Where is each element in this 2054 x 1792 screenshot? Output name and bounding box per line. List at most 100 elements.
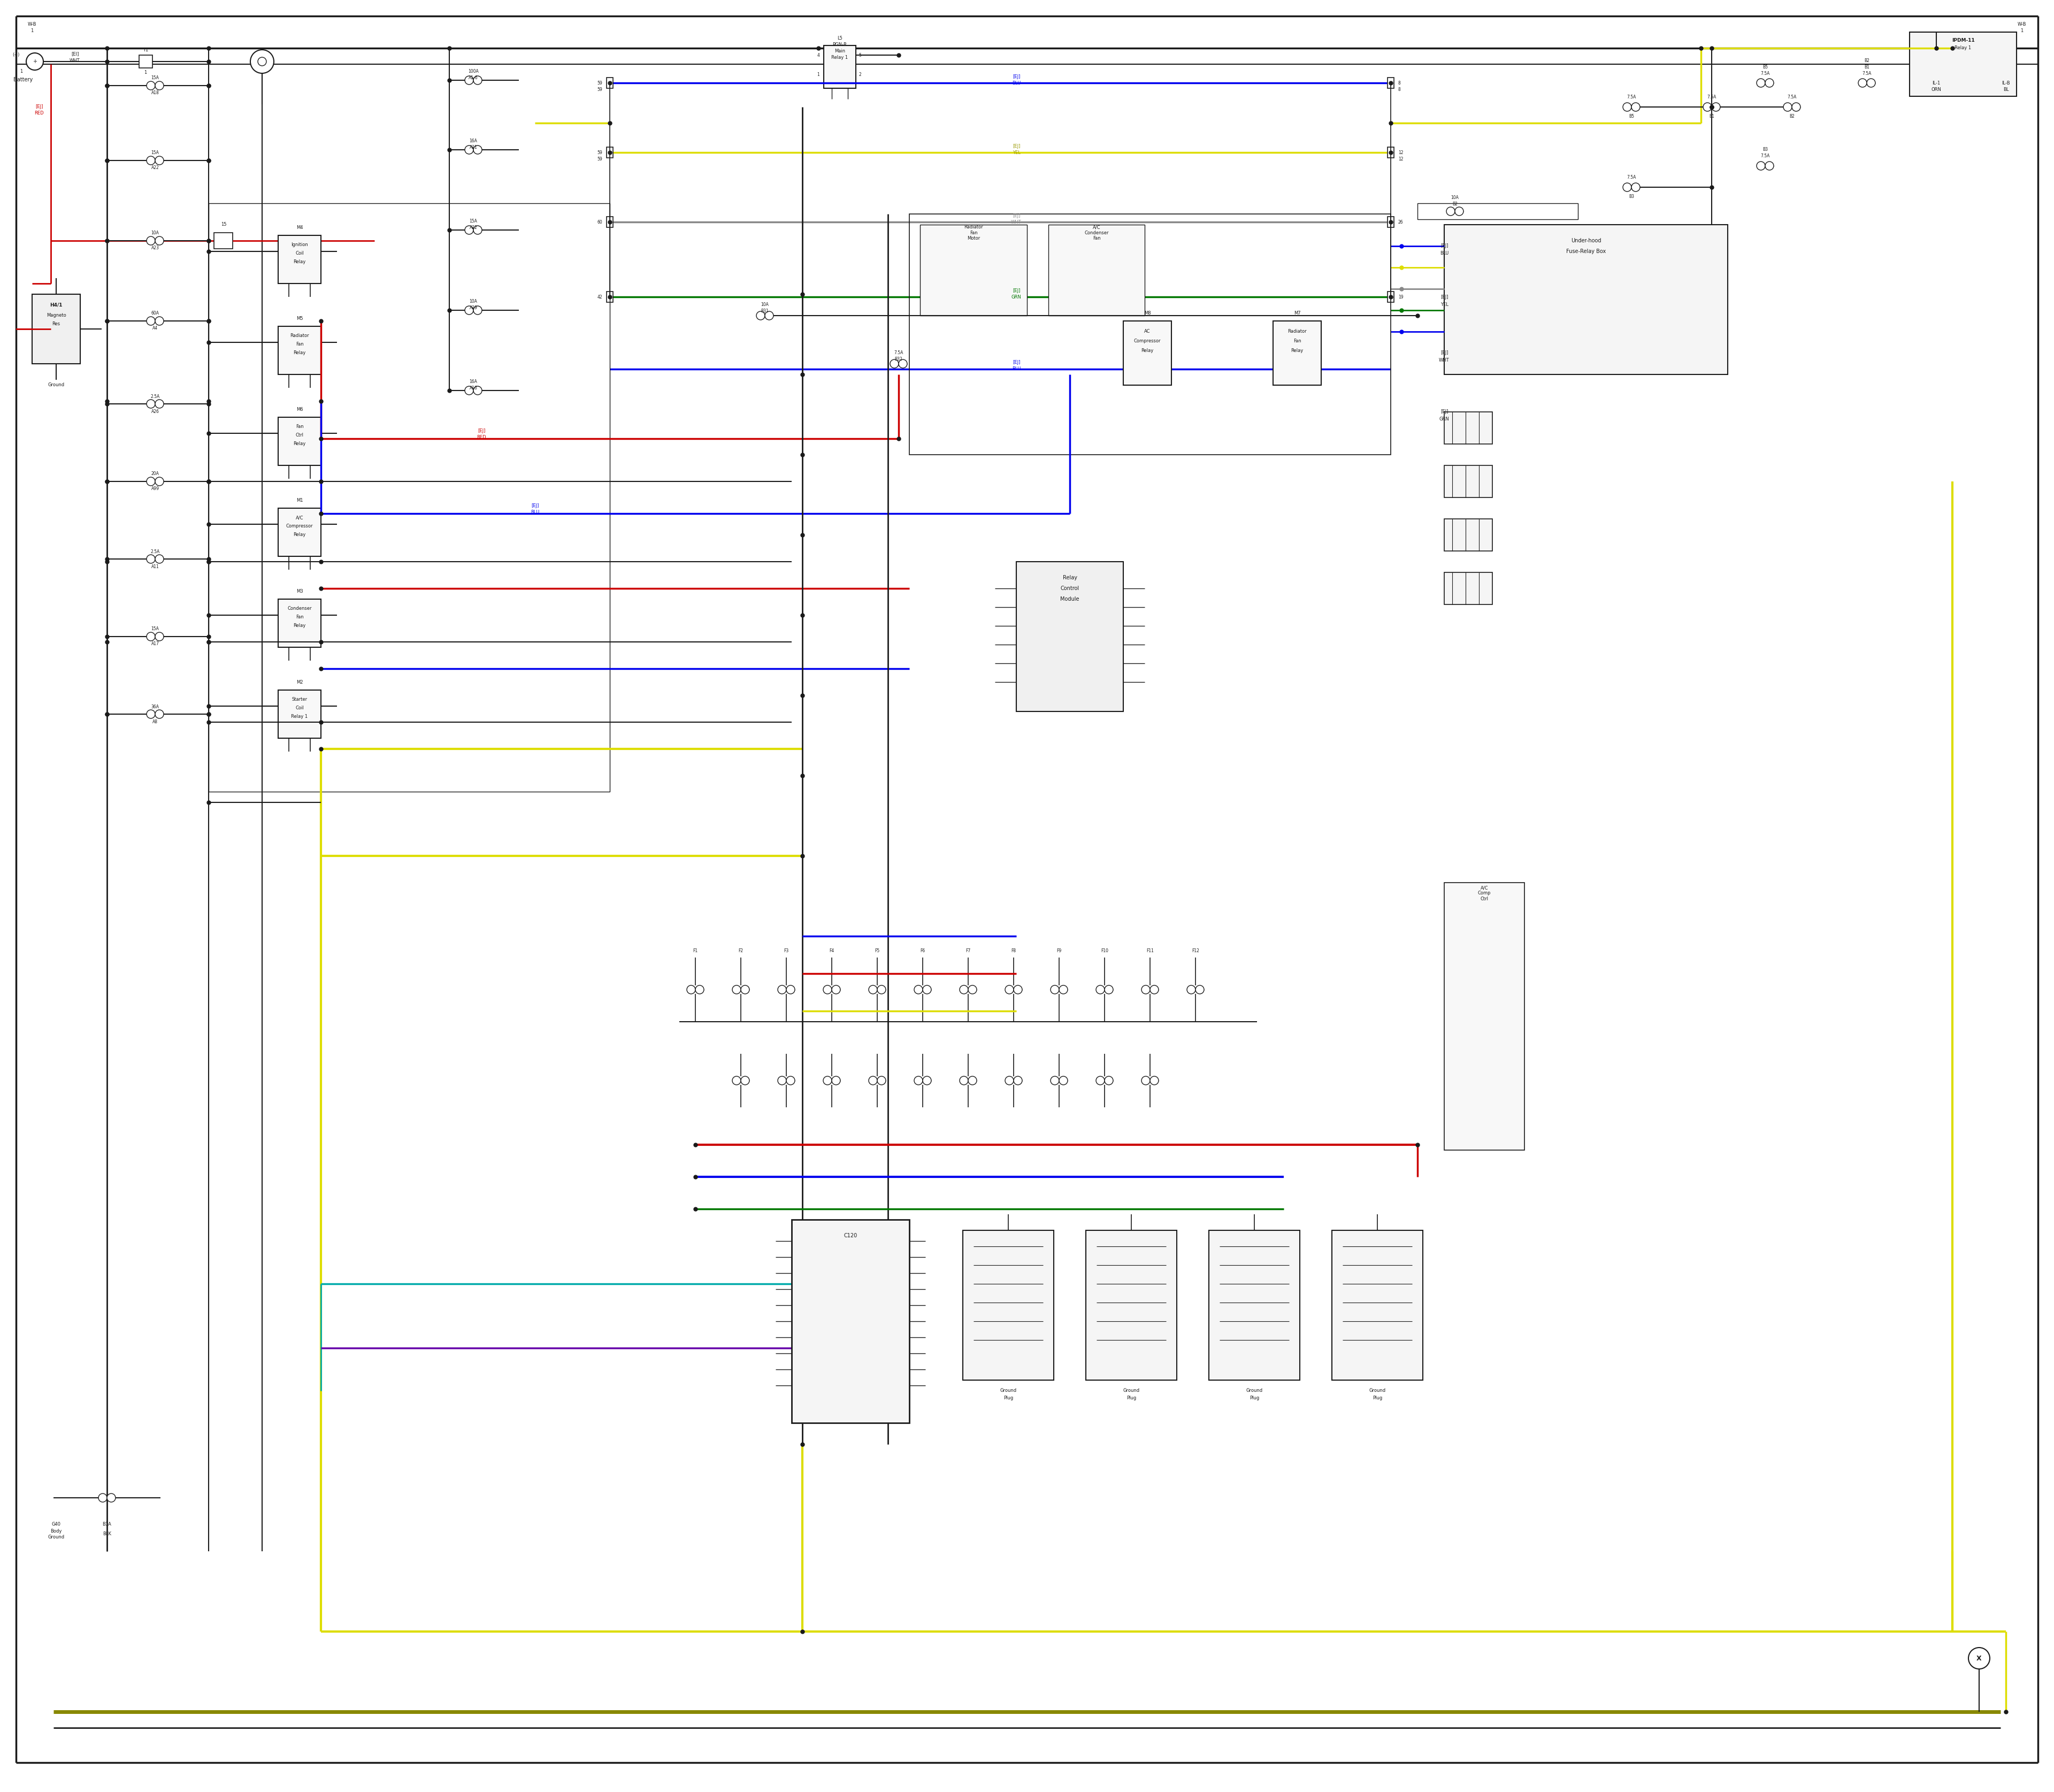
Text: IL-1: IL-1 — [1933, 81, 1941, 86]
Text: [EJ]: [EJ] — [1013, 73, 1021, 79]
Circle shape — [1764, 161, 1775, 170]
Text: IPDM-11: IPDM-11 — [1951, 38, 1974, 43]
Text: RED: RED — [477, 435, 487, 441]
Circle shape — [1060, 986, 1068, 995]
Circle shape — [99, 1493, 107, 1502]
Circle shape — [1446, 208, 1454, 215]
Circle shape — [146, 556, 156, 563]
Text: B3: B3 — [1762, 147, 1768, 152]
Circle shape — [1791, 102, 1801, 111]
Circle shape — [146, 317, 156, 324]
Circle shape — [1859, 79, 1867, 88]
Text: L5: L5 — [838, 36, 842, 41]
Circle shape — [156, 633, 164, 642]
Circle shape — [756, 312, 764, 321]
Circle shape — [1142, 1077, 1150, 1084]
Text: F10: F10 — [1101, 948, 1109, 953]
Text: Radiator: Radiator — [1288, 330, 1306, 333]
Text: [EJ]: [EJ] — [1440, 294, 1448, 299]
Text: (+): (+) — [12, 52, 21, 57]
Bar — [1389, 77, 1395, 88]
Text: 15A: 15A — [152, 627, 158, 631]
Text: F2: F2 — [737, 948, 744, 953]
Text: 7.5A: 7.5A — [1707, 95, 1717, 100]
Text: 7.5A: 7.5A — [893, 351, 904, 355]
Text: Main: Main — [834, 48, 844, 54]
Circle shape — [1195, 986, 1204, 995]
Text: M4: M4 — [296, 226, 302, 229]
Text: 59: 59 — [598, 88, 602, 91]
Text: W-B: W-B — [27, 22, 37, 27]
Text: A99: A99 — [152, 486, 158, 491]
Circle shape — [1142, 986, 1150, 995]
Bar — [1048, 224, 1144, 315]
Circle shape — [914, 986, 922, 995]
Text: F4: F4 — [830, 948, 834, 953]
Bar — [1444, 466, 1493, 498]
Bar — [277, 690, 320, 738]
Circle shape — [832, 1077, 840, 1084]
Bar — [214, 233, 232, 249]
Bar — [1389, 147, 1395, 158]
Bar — [277, 599, 320, 647]
Text: Ground: Ground — [1247, 1389, 1263, 1392]
Bar — [277, 326, 320, 375]
Circle shape — [464, 145, 472, 154]
Text: 1: 1 — [2021, 29, 2023, 32]
Circle shape — [1623, 183, 1631, 192]
Text: Module: Module — [1060, 597, 1078, 602]
Bar — [606, 77, 612, 88]
Circle shape — [472, 306, 483, 315]
Text: ORN: ORN — [1931, 88, 1941, 91]
Circle shape — [1187, 986, 1195, 995]
Text: [EJ]: [EJ] — [1013, 213, 1021, 219]
Text: Plug: Plug — [1249, 1396, 1259, 1401]
Text: 59: 59 — [598, 81, 602, 86]
Circle shape — [778, 986, 787, 995]
Text: 1: 1 — [817, 72, 820, 77]
Circle shape — [1050, 986, 1060, 995]
Bar — [824, 45, 857, 88]
Bar — [1910, 32, 2017, 97]
Circle shape — [146, 81, 156, 90]
Circle shape — [686, 986, 696, 995]
Text: 4: 4 — [817, 52, 820, 57]
Text: Ground: Ground — [1000, 1389, 1017, 1392]
Text: Relay: Relay — [294, 624, 306, 629]
Text: GRN: GRN — [1011, 294, 1021, 299]
Circle shape — [1013, 1077, 1023, 1084]
Circle shape — [156, 81, 164, 90]
Circle shape — [741, 986, 750, 995]
Circle shape — [922, 1077, 930, 1084]
Text: Radiator: Radiator — [290, 333, 308, 339]
Circle shape — [914, 1077, 922, 1084]
Text: 26: 26 — [1399, 220, 1403, 224]
Text: 2.5A: 2.5A — [150, 548, 160, 554]
Text: B2: B2 — [1452, 202, 1458, 206]
Bar — [210, 202, 610, 792]
Text: B2: B2 — [1865, 57, 1869, 63]
Bar — [910, 213, 1391, 455]
Circle shape — [1150, 986, 1158, 995]
Text: F7: F7 — [965, 948, 972, 953]
Text: Under-hood: Under-hood — [1571, 238, 1600, 244]
Text: A11: A11 — [152, 564, 158, 568]
Circle shape — [156, 317, 164, 324]
Text: F12: F12 — [1191, 948, 1200, 953]
Text: A21: A21 — [470, 145, 477, 151]
Text: Ctrl: Ctrl — [296, 434, 304, 437]
Circle shape — [472, 145, 483, 154]
Circle shape — [1454, 208, 1462, 215]
Circle shape — [877, 986, 885, 995]
Circle shape — [1711, 102, 1721, 111]
Circle shape — [1097, 1077, 1105, 1084]
Circle shape — [156, 400, 164, 409]
Text: 5: 5 — [859, 52, 861, 57]
Bar — [1210, 1231, 1300, 1380]
Circle shape — [1105, 1077, 1113, 1084]
Text: M8: M8 — [1144, 312, 1150, 315]
Text: Fan: Fan — [296, 615, 304, 620]
Circle shape — [877, 1077, 885, 1084]
Text: 36A: 36A — [152, 704, 158, 710]
Bar — [277, 418, 320, 466]
